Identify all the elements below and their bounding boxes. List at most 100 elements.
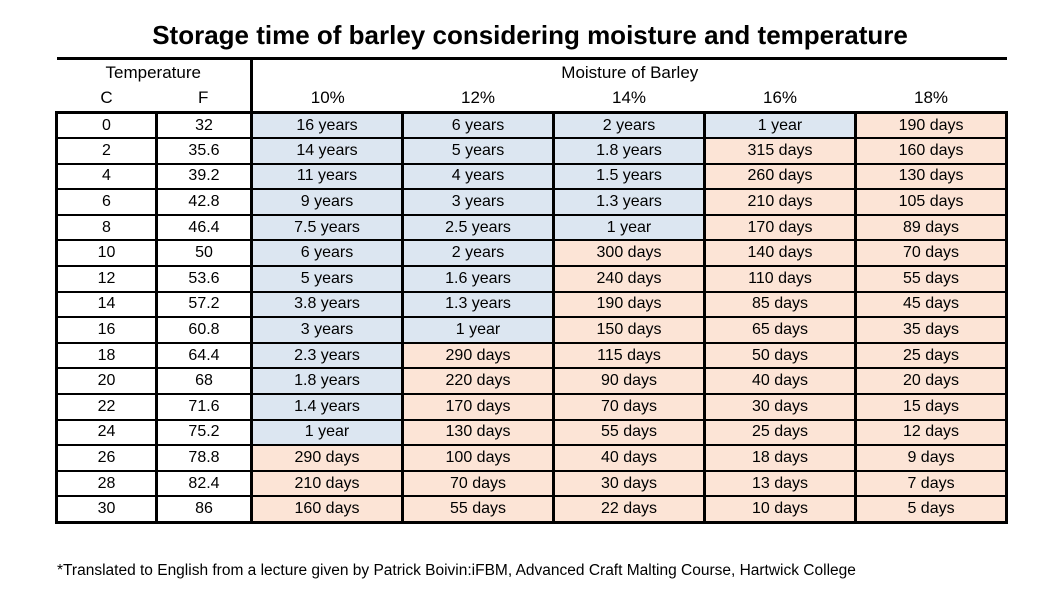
temp-c-cell: 12	[55, 265, 158, 293]
storage-time-cell: 11 years	[250, 162, 404, 191]
temp-c-cell: 14	[55, 290, 158, 319]
storage-time-cell: 3 years	[250, 316, 404, 344]
storage-time-cell: 1 year	[703, 111, 857, 140]
table-row: 26 78.8 290 days 100 days 40 days 18 days 9 da…	[55, 444, 1009, 472]
storage-time-cell: 130 days	[401, 418, 555, 447]
moisture-group-header: Moisture of Barley	[249, 57, 1007, 86]
storage-time-cell: 70 days	[401, 469, 555, 498]
temp-f-cell: 86	[155, 495, 253, 524]
storage-time-cell: 130 days	[853, 162, 1009, 191]
temp-c-cell: 28	[55, 469, 158, 498]
table-row: 30 86 160 days 55 days 22 days 10 days 5 days	[55, 495, 1009, 524]
storage-time-cell: 1.4 years	[250, 393, 404, 421]
storage-time-cell: 1 year	[250, 418, 404, 447]
storage-time-cell: 3.8 years	[250, 290, 404, 319]
storage-time-cell: 150 days	[552, 316, 706, 344]
column-header-fahrenheit: F	[156, 85, 252, 113]
temp-f-cell: 35.6	[155, 137, 253, 165]
storage-time-cell: 22 days	[552, 495, 706, 524]
table-row: 8 46.4 7.5 years 2.5 years 1 year 170 days 89 …	[55, 213, 1009, 242]
temp-f-cell: 75.2	[155, 418, 253, 447]
storage-time-cell: 190 days	[853, 111, 1009, 140]
storage-time-cell: 1 year	[552, 213, 706, 242]
table-row: 6 42.8 9 years 3 years 1.3 years 210 days 105 …	[55, 188, 1009, 216]
storage-time-cell: 6 years	[250, 239, 404, 268]
storage-time-cell: 1.8 years	[250, 367, 404, 396]
temp-f-cell: 64.4	[155, 341, 253, 370]
storage-time-cell: 2 years	[401, 239, 555, 268]
storage-time-cell: 6 years	[401, 111, 555, 140]
storage-time-cell: 45 days	[853, 290, 1009, 319]
storage-time-cell: 90 days	[552, 367, 706, 396]
storage-time-cell: 7.5 years	[250, 213, 404, 242]
temp-c-cell: 2	[55, 137, 158, 165]
temp-c-cell: 8	[55, 213, 158, 242]
storage-time-cell: 40 days	[703, 367, 857, 396]
temp-f-cell: 60.8	[155, 316, 253, 344]
storage-time-cell: 15 days	[853, 393, 1009, 421]
storage-time-cell: 55 days	[401, 495, 555, 524]
table-row: 20 68 1.8 years 220 days 90 days 40 days 20 da…	[55, 367, 1009, 396]
storage-time-cell: 4 years	[401, 162, 555, 191]
footnote: *Translated to English from a lecture gi…	[57, 562, 856, 579]
storage-time-cell: 25 days	[853, 341, 1009, 370]
storage-time-cell: 10 days	[703, 495, 857, 524]
storage-time-cell: 7 days	[853, 469, 1009, 498]
storage-time-cell: 1.6 years	[401, 265, 555, 293]
temp-f-cell: 42.8	[155, 188, 253, 216]
storage-time-cell: 3 years	[401, 188, 555, 216]
table-row: 2 35.6 14 years 5 years 1.8 years 315 days 160…	[55, 137, 1009, 165]
temp-f-cell: 68	[155, 367, 253, 396]
table-row: 22 71.6 1.4 years 170 days 70 days 30 days 15 …	[55, 393, 1009, 421]
storage-time-cell: 30 days	[703, 393, 857, 421]
table-row: 14 57.2 3.8 years 1.3 years 190 days 85 days 4…	[55, 290, 1009, 319]
column-header-moisture-16: 16%	[704, 85, 856, 113]
storage-time-cell: 160 days	[853, 137, 1009, 165]
storage-time-cell: 50 days	[703, 341, 857, 370]
storage-time-cell: 40 days	[552, 444, 706, 472]
storage-time-cell: 25 days	[703, 418, 857, 447]
table-header: Temperature Moisture of Barley C F 10% 1…	[56, 57, 1007, 113]
column-header-moisture-10: 10%	[250, 85, 403, 113]
column-header-moisture-18: 18%	[855, 85, 1007, 113]
temp-c-cell: 30	[55, 495, 158, 524]
storage-time-cell: 16 years	[250, 111, 404, 140]
storage-time-cell: 55 days	[853, 265, 1009, 293]
storage-time-cell: 190 days	[552, 290, 706, 319]
storage-time-cell: 260 days	[703, 162, 857, 191]
table-row: 24 75.2 1 year 130 days 55 days 25 days 12 day…	[55, 418, 1009, 447]
table-row: 4 39.2 11 years 4 years 1.5 years 260 days 130…	[55, 162, 1009, 191]
storage-time-cell: 55 days	[552, 418, 706, 447]
storage-time-cell: 1.3 years	[401, 290, 555, 319]
temp-f-cell: 39.2	[155, 162, 253, 191]
storage-time-cell: 240 days	[552, 265, 706, 293]
storage-time-cell: 70 days	[552, 393, 706, 421]
storage-time-cell: 30 days	[552, 469, 706, 498]
storage-time-cell: 12 days	[853, 418, 1009, 447]
storage-time-cell: 18 days	[703, 444, 857, 472]
column-header-celsius: C	[56, 85, 157, 113]
storage-time-cell: 1.3 years	[552, 188, 706, 216]
storage-time-cell: 13 days	[703, 469, 857, 498]
storage-time-cell: 300 days	[552, 239, 706, 268]
storage-time-cell: 170 days	[401, 393, 555, 421]
storage-time-cell: 100 days	[401, 444, 555, 472]
storage-time-cell: 14 years	[250, 137, 404, 165]
page-title: Storage time of barley considering moist…	[152, 20, 908, 50]
storage-time-cell: 1 year	[401, 316, 555, 344]
storage-time-cell: 2 years	[552, 111, 706, 140]
storage-time-cell: 220 days	[401, 367, 555, 396]
storage-time-cell: 2.5 years	[401, 213, 555, 242]
temp-c-cell: 16	[55, 316, 158, 344]
temp-f-cell: 32	[155, 111, 253, 140]
storage-time-cell: 9 years	[250, 188, 404, 216]
temperature-group-header: Temperature	[56, 57, 252, 86]
temp-c-cell: 22	[55, 393, 158, 421]
storage-time-cell: 140 days	[703, 239, 857, 268]
temp-c-cell: 24	[55, 418, 158, 447]
temp-c-cell: 0	[55, 111, 158, 140]
storage-time-cell: 315 days	[703, 137, 857, 165]
storage-time-cell: 20 days	[853, 367, 1009, 396]
storage-time-cell: 89 days	[853, 213, 1009, 242]
